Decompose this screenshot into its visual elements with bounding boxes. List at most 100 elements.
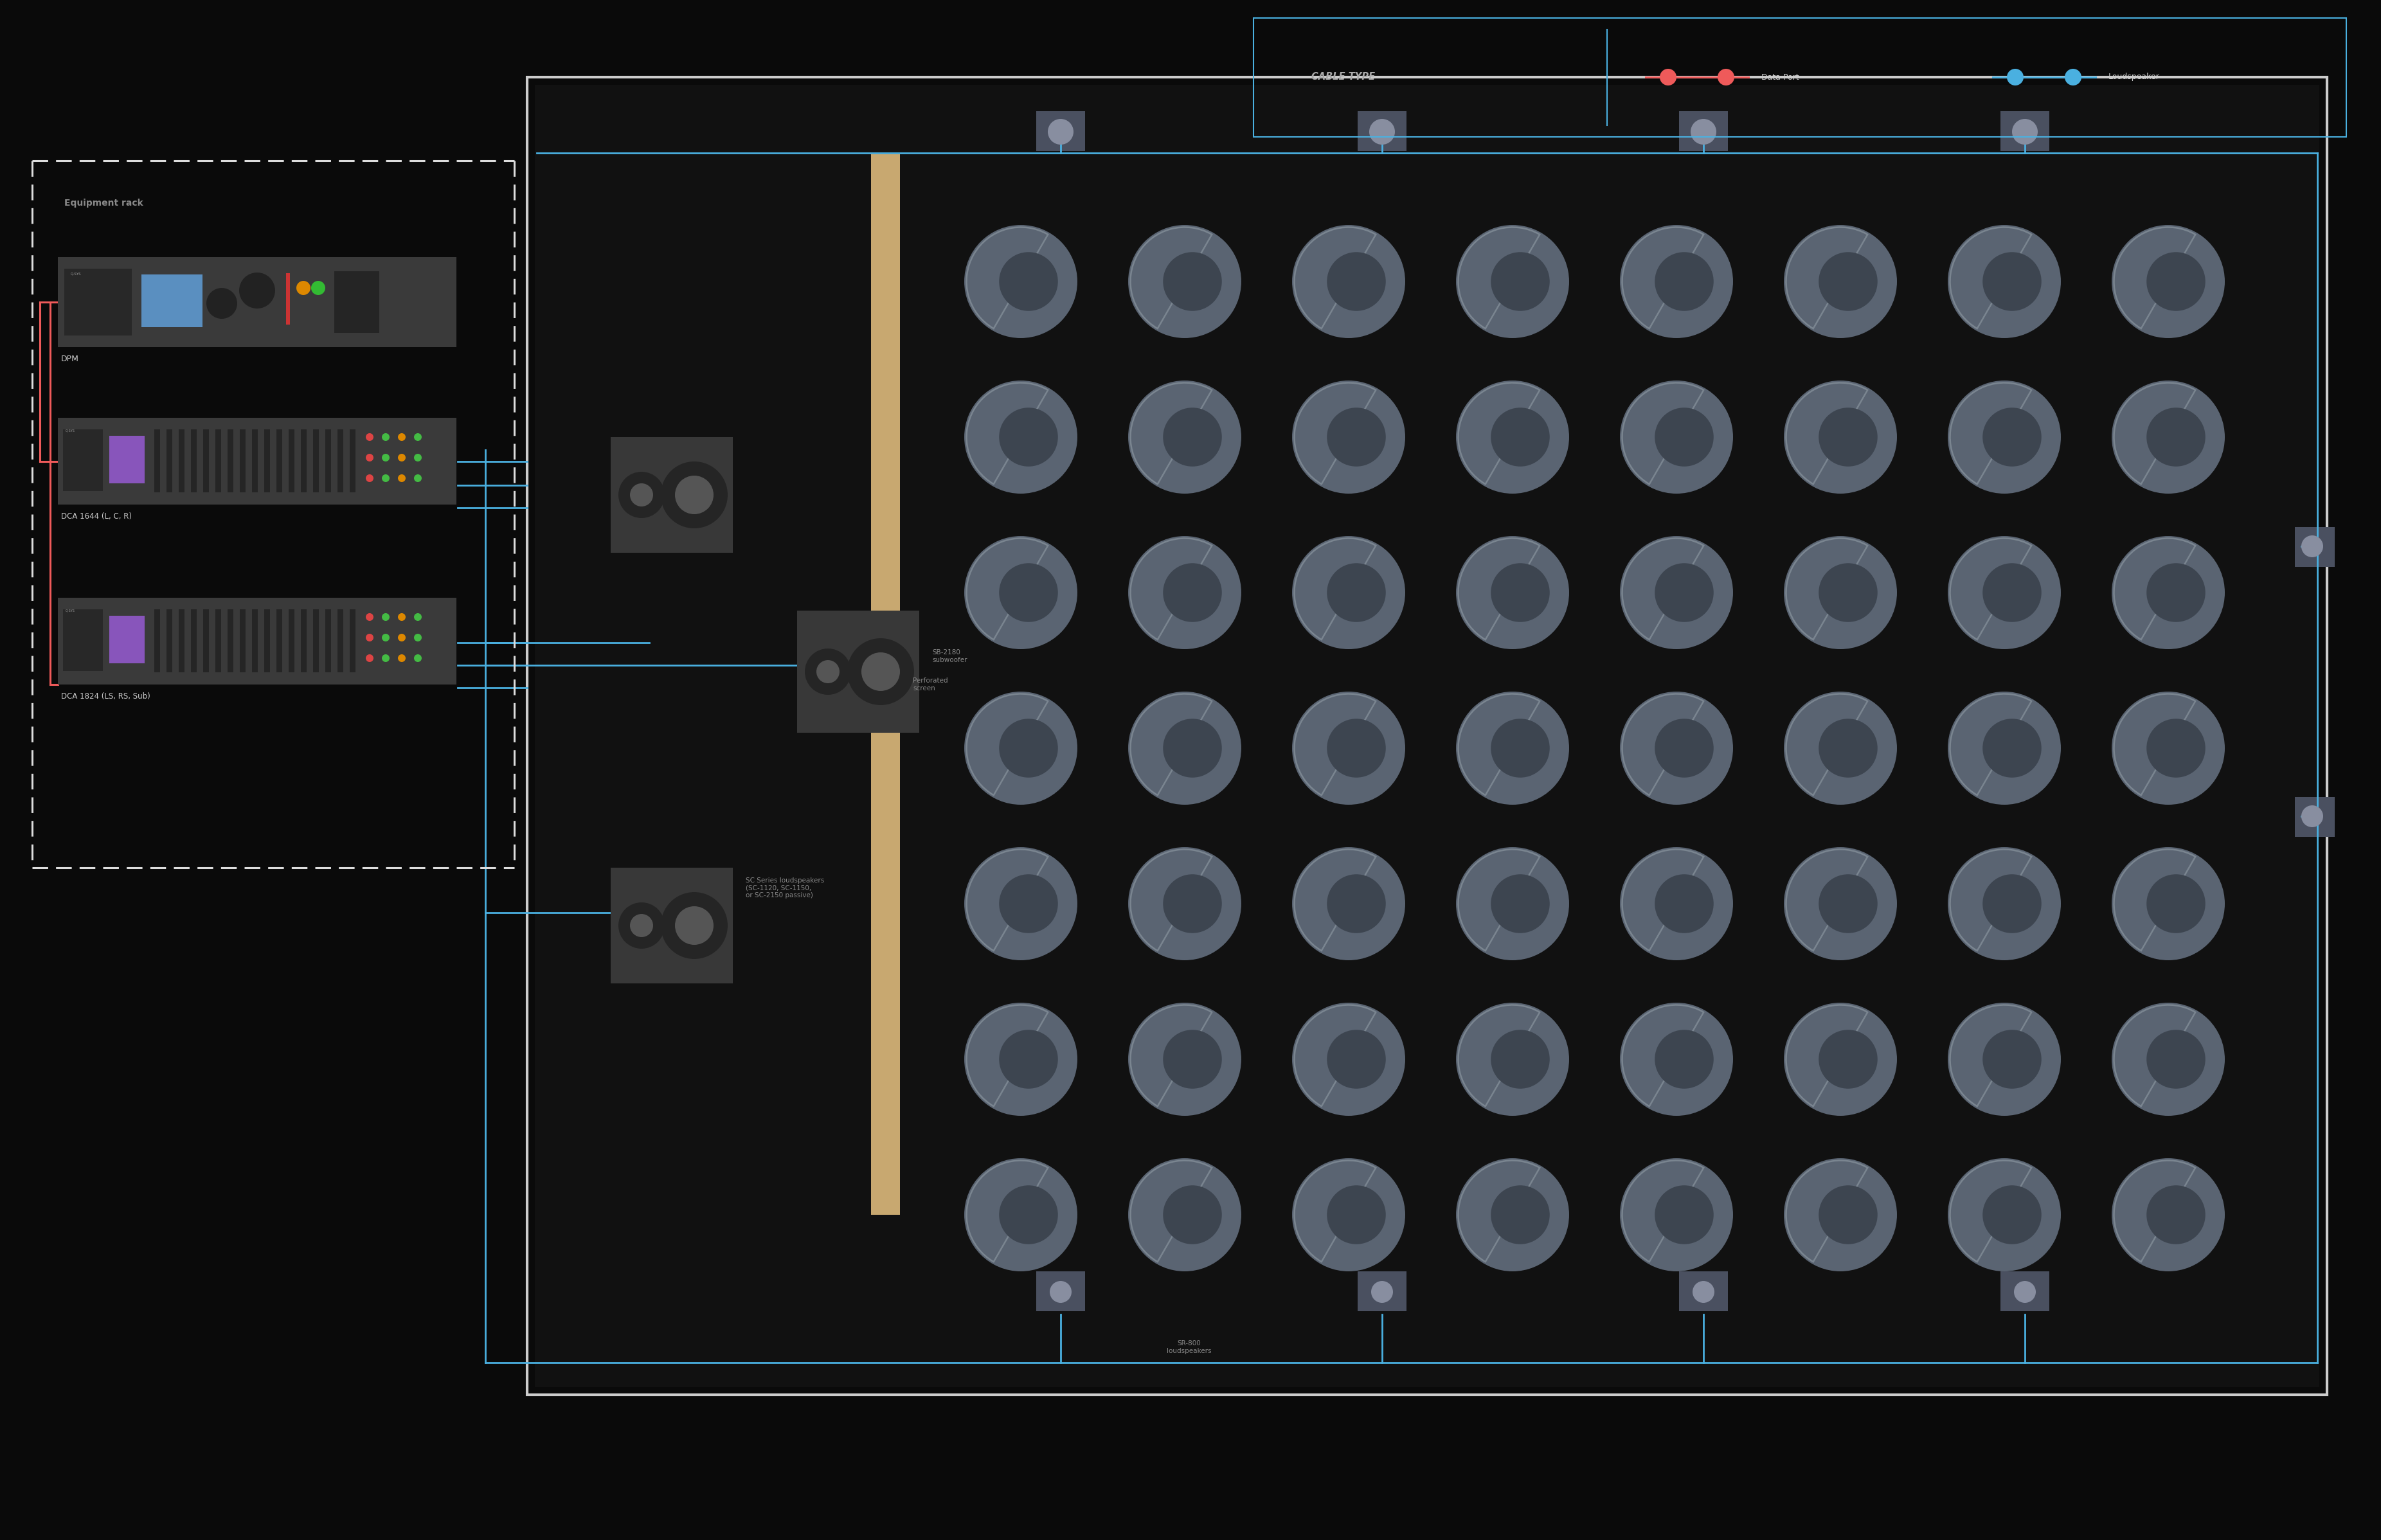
- Circle shape: [2112, 225, 2224, 339]
- Circle shape: [998, 564, 1057, 622]
- Circle shape: [1948, 536, 2060, 650]
- Circle shape: [398, 654, 405, 662]
- Circle shape: [1326, 875, 1386, 933]
- Circle shape: [2145, 875, 2205, 933]
- Circle shape: [674, 906, 714, 946]
- Circle shape: [1129, 1003, 1241, 1116]
- Bar: [326, 610, 331, 673]
- Circle shape: [381, 454, 390, 462]
- Circle shape: [998, 875, 1057, 933]
- Circle shape: [1491, 408, 1550, 467]
- Bar: [1679, 111, 1729, 151]
- Text: SB-2180
subwoofer: SB-2180 subwoofer: [931, 650, 967, 664]
- Bar: [57, 257, 457, 346]
- Circle shape: [1948, 380, 2060, 494]
- Circle shape: [1783, 380, 1895, 494]
- Circle shape: [398, 454, 405, 462]
- Circle shape: [1691, 119, 1717, 145]
- Circle shape: [1369, 119, 1395, 145]
- Bar: [190, 430, 198, 493]
- Circle shape: [381, 613, 390, 621]
- Circle shape: [1655, 408, 1714, 467]
- Circle shape: [1162, 875, 1221, 933]
- Circle shape: [1783, 225, 1895, 339]
- Circle shape: [660, 892, 729, 959]
- Circle shape: [805, 648, 850, 695]
- Circle shape: [2014, 1281, 2036, 1303]
- Circle shape: [398, 433, 405, 440]
- Circle shape: [2112, 536, 2224, 650]
- Bar: [264, 610, 269, 673]
- Bar: [288, 610, 295, 673]
- Circle shape: [1783, 691, 1895, 805]
- Circle shape: [367, 613, 374, 621]
- Circle shape: [1981, 564, 2041, 622]
- Circle shape: [1129, 536, 1241, 650]
- Circle shape: [998, 253, 1057, 311]
- Circle shape: [1948, 847, 2060, 961]
- Bar: [536, 85, 2319, 1388]
- Bar: [288, 430, 295, 493]
- Circle shape: [1491, 719, 1550, 778]
- Circle shape: [414, 613, 421, 621]
- Circle shape: [998, 1030, 1057, 1089]
- Bar: [1357, 111, 1407, 151]
- Circle shape: [381, 433, 390, 440]
- Circle shape: [1981, 1186, 2041, 1244]
- Circle shape: [2145, 719, 2205, 778]
- Circle shape: [1162, 719, 1221, 778]
- Circle shape: [1491, 253, 1550, 311]
- Circle shape: [1819, 1186, 1876, 1244]
- Circle shape: [964, 1158, 1076, 1272]
- Bar: [62, 430, 102, 491]
- Text: Q-SYS: Q-SYS: [67, 610, 76, 613]
- Bar: [252, 610, 257, 673]
- Text: Q-SYS: Q-SYS: [67, 430, 76, 433]
- Text: Loudspeaker: Loudspeaker: [2107, 72, 2160, 82]
- Circle shape: [1129, 1158, 1241, 1272]
- Text: Q-SYS: Q-SYS: [71, 273, 81, 276]
- Circle shape: [1162, 1030, 1221, 1089]
- Bar: [350, 610, 355, 673]
- Bar: [252, 430, 257, 493]
- Text: SR-800
loudspeakers: SR-800 loudspeakers: [1167, 1340, 1212, 1354]
- Bar: [526, 77, 2326, 1395]
- Circle shape: [1981, 408, 2041, 467]
- Circle shape: [1050, 1281, 1071, 1303]
- Circle shape: [1162, 1186, 1221, 1244]
- Circle shape: [998, 719, 1057, 778]
- Bar: [333, 271, 379, 333]
- Circle shape: [1783, 536, 1895, 650]
- Circle shape: [1162, 408, 1221, 467]
- Bar: [1036, 111, 1086, 151]
- Circle shape: [964, 847, 1076, 961]
- Circle shape: [1129, 691, 1241, 805]
- Circle shape: [398, 474, 405, 482]
- Circle shape: [398, 613, 405, 621]
- Circle shape: [2112, 847, 2224, 961]
- Circle shape: [367, 454, 374, 462]
- Circle shape: [1655, 875, 1714, 933]
- Circle shape: [1491, 875, 1550, 933]
- Text: Perforated
screen: Perforated screen: [912, 678, 948, 691]
- Circle shape: [1619, 225, 1733, 339]
- Text: DCA 1824 (LS, RS, Sub): DCA 1824 (LS, RS, Sub): [62, 691, 150, 701]
- Circle shape: [381, 474, 390, 482]
- Circle shape: [1717, 69, 1733, 86]
- Circle shape: [1162, 253, 1221, 311]
- Circle shape: [1455, 1158, 1569, 1272]
- Circle shape: [1660, 69, 1676, 86]
- Circle shape: [2300, 805, 2321, 827]
- Circle shape: [1293, 1158, 1405, 1272]
- Circle shape: [1455, 847, 1569, 961]
- Text: SC Series loudspeakers
(SC-1120, SC-1150,
or SC-2150 passive): SC Series loudspeakers (SC-1120, SC-1150…: [745, 878, 824, 899]
- Circle shape: [2112, 380, 2224, 494]
- Circle shape: [2007, 69, 2024, 86]
- Bar: [326, 430, 331, 493]
- Circle shape: [660, 462, 729, 528]
- Circle shape: [1819, 564, 1876, 622]
- Circle shape: [2145, 1186, 2205, 1244]
- Bar: [179, 610, 183, 673]
- Bar: [155, 610, 160, 673]
- Bar: [871, 154, 900, 1215]
